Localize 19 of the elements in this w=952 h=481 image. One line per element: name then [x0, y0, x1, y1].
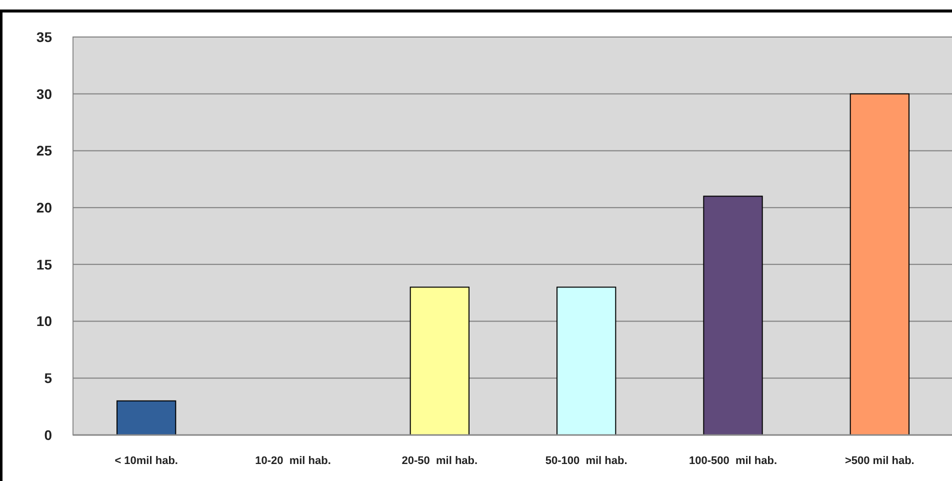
y-tick-label: 35 — [36, 28, 52, 45]
y-tick-label: 25 — [36, 142, 52, 159]
bar — [116, 400, 176, 436]
x-tick-label: 10-20 mil hab. — [255, 455, 331, 467]
bar — [556, 286, 616, 436]
x-tick-label: < 10mil hab. — [114, 455, 178, 467]
y-tick-label: 10 — [36, 313, 52, 330]
x-tick-label: >500 mil hab. — [844, 455, 914, 467]
bar — [703, 196, 763, 436]
bar — [410, 286, 470, 436]
y-tick-label: 20 — [36, 199, 52, 216]
y-tick-label: 5 — [44, 370, 52, 386]
x-tick-label: 20-50 mil hab. — [402, 455, 478, 467]
y-tick-label: 30 — [36, 86, 52, 102]
y-tick-label: 15 — [36, 256, 52, 272]
y-tick-label: 0 — [44, 426, 52, 443]
x-tick-label: 50-100 mil hab. — [545, 455, 628, 467]
bar — [850, 93, 910, 436]
x-tick-label: 100-500 mil hab. — [688, 455, 778, 467]
